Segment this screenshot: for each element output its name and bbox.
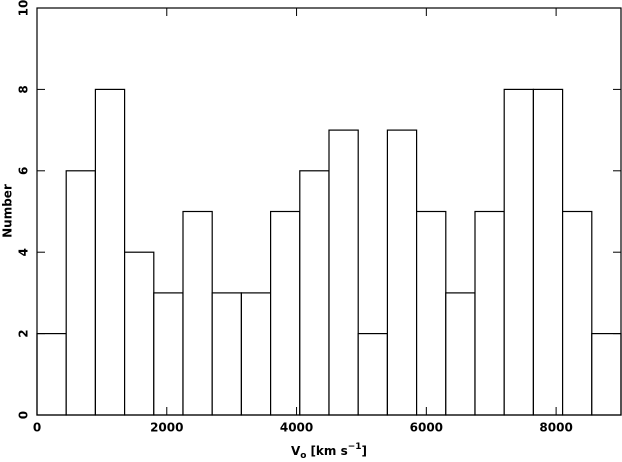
y-axis-label: Number (1, 184, 15, 238)
x-tick-label: 0 (33, 421, 41, 435)
x-label-main: V (291, 444, 301, 458)
bar (561, 210, 593, 416)
bar (328, 129, 359, 416)
x-label-sup: −1 (348, 442, 362, 452)
x-label-sub: o (300, 451, 306, 461)
bar (299, 170, 330, 416)
plot-frame (36, 7, 622, 416)
bar (270, 210, 301, 416)
bar (357, 333, 389, 416)
bar (36, 333, 67, 416)
bar (474, 210, 505, 416)
bar (153, 292, 184, 416)
y-tick-label: 10 (17, 0, 31, 16)
bar (123, 251, 155, 416)
bar (94, 88, 126, 416)
bar (211, 292, 242, 416)
y-tick-label: 4 (17, 248, 31, 256)
bar (416, 210, 447, 416)
y-tick-label: 2 (17, 329, 31, 337)
bar (532, 88, 564, 416)
x-tick-label: 8000 (539, 421, 572, 435)
bar (386, 129, 418, 416)
bar (503, 88, 535, 416)
x-tick-label: 4000 (280, 421, 313, 435)
bar (240, 292, 272, 416)
bar (591, 333, 622, 416)
x-tick-label: 6000 (410, 421, 443, 435)
bar (182, 210, 213, 416)
x-label-unit: [km s (310, 444, 347, 458)
y-tick-label: 8 (17, 85, 31, 93)
y-tick-label: 6 (17, 167, 31, 175)
x-label-end: ] (362, 444, 367, 458)
y-tick-label: 0 (17, 411, 31, 419)
bar (445, 292, 476, 416)
bar (65, 170, 96, 416)
x-axis-label: Vo [km s−1] (291, 442, 367, 461)
x-tick-label: 2000 (150, 421, 183, 435)
